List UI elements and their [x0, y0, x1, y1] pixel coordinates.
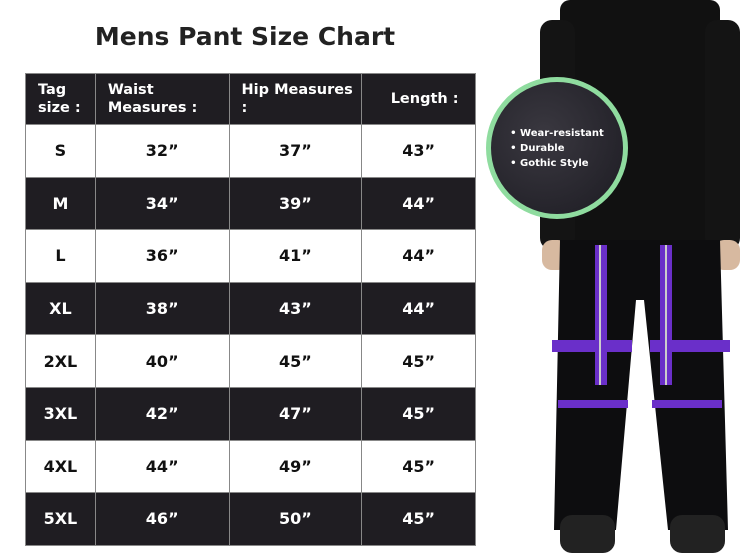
waist-cell: 40” [94, 334, 230, 388]
size-cell: S [25, 124, 96, 178]
length-cell: 45” [361, 334, 476, 388]
size-cell: XL [25, 281, 96, 336]
table-row: 3XL 42” 47” 45” [25, 386, 476, 441]
chart-title: Mens Pant Size Chart [94, 22, 396, 51]
table-row: L 36” 41” 44” [25, 229, 476, 283]
length-cell: 44” [361, 176, 476, 231]
size-cell: 5XL [25, 492, 96, 546]
right-shoe [670, 515, 725, 553]
waist-cell: 42” [94, 386, 230, 441]
size-cell: 2XL [25, 334, 96, 388]
waist-cell: 32” [94, 124, 230, 178]
size-cell: 4XL [25, 439, 96, 494]
length-cell: 44” [361, 281, 476, 336]
header-row: Tag size : Waist Measures : Hip Measures… [25, 73, 476, 125]
waist-cell: 46” [94, 492, 230, 546]
right-sleeve [705, 20, 740, 250]
size-cell: L [25, 229, 96, 283]
header-hip: Hip Measures : [228, 73, 363, 125]
table-row: 5XL 46” 50” 45” [25, 492, 476, 546]
waist-cell: 36” [94, 229, 230, 283]
hip-cell: 45” [228, 334, 363, 388]
size-chart-table: Tag size : Waist Measures : Hip Measures… [25, 73, 476, 546]
strap [650, 340, 730, 352]
strap [552, 340, 632, 352]
feature-item: Gothic Style [510, 156, 604, 171]
table-row: 2XL 40” 45” 45” [25, 334, 476, 388]
hip-cell: 47” [228, 386, 363, 441]
feature-badge: Wear-resistant Durable Gothic Style [486, 77, 628, 219]
size-cell: 3XL [25, 386, 96, 441]
hip-cell: 39” [228, 176, 363, 231]
strap [652, 400, 722, 408]
length-cell: 44” [361, 229, 476, 283]
header-tag-size: Tag size : [25, 73, 96, 125]
strap [558, 400, 628, 408]
waist-cell: 44” [94, 439, 230, 494]
length-cell: 45” [361, 386, 476, 441]
hip-cell: 41” [228, 229, 363, 283]
length-cell: 45” [361, 492, 476, 546]
length-cell: 43” [361, 124, 476, 178]
feature-item: Wear-resistant [510, 126, 604, 141]
feature-item: Durable [510, 141, 604, 156]
table-row: M 34” 39” 44” [25, 176, 476, 231]
waist-cell: 38” [94, 281, 230, 336]
hip-cell: 50” [228, 492, 363, 546]
pants [554, 240, 728, 530]
table-row: XL 38” 43” 44” [25, 281, 476, 336]
hip-cell: 43” [228, 281, 363, 336]
left-shoe [560, 515, 615, 553]
length-cell: 45” [361, 439, 476, 494]
header-waist: Waist Measures : [94, 73, 230, 125]
hip-cell: 37” [228, 124, 363, 178]
table-row: S 32” 37” 43” [25, 124, 476, 178]
hip-cell: 49” [228, 439, 363, 494]
header-length: Length : [361, 73, 476, 125]
size-cell: M [25, 176, 96, 231]
table-row: 4XL 44” 49” 45” [25, 439, 476, 494]
waist-cell: 34” [94, 176, 230, 231]
